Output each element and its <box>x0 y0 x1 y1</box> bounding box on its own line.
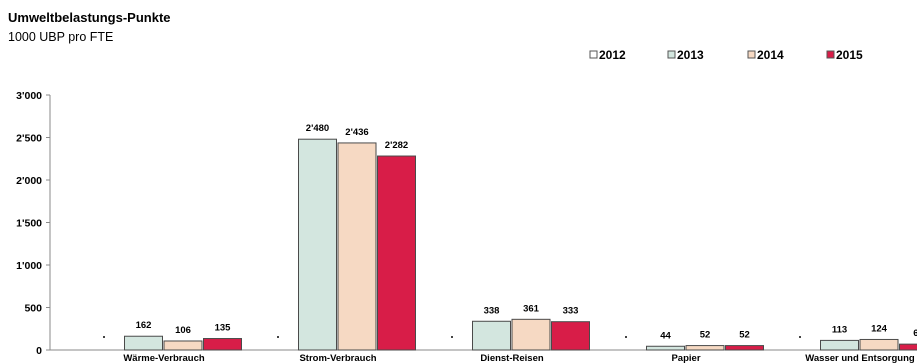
data-label: 2'480 <box>306 123 329 134</box>
data-label: 52 <box>739 330 750 341</box>
legend-swatch-2013 <box>667 50 676 59</box>
chart-subtitle: 1000 UBP pro FTE <box>8 30 113 44</box>
category-label: Wärme-Verbrauch <box>123 353 205 364</box>
plot-area: 162 106 135 Wärme-Verbrauch 2'480 2'436 2'282 S… <box>103 123 917 364</box>
data-label: 106 <box>175 325 191 336</box>
y-axis: 0 500 1'000 1'500 2'000 2'500 3'000 <box>16 90 917 357</box>
data-label: 333 <box>563 306 579 317</box>
bar-2015-4 <box>899 343 917 351</box>
y-tick-label: 0 <box>36 345 42 357</box>
y-tick-label: 500 <box>24 303 42 315</box>
bar-placeholder-2012 <box>451 336 453 338</box>
y-tick-label: 2'000 <box>16 175 42 187</box>
bar-2015-2 <box>551 321 590 351</box>
legend-swatch-2014 <box>747 50 756 59</box>
y-tick-label: 3'000 <box>16 90 42 102</box>
bar-2013-0 <box>124 335 163 351</box>
y-tick-label: 1'500 <box>16 218 42 230</box>
bar-2015-0 <box>203 338 242 351</box>
legend-label-2015: 2015 <box>836 48 863 62</box>
y-tick-label: 2'500 <box>16 133 42 145</box>
data-label: 52 <box>700 330 711 341</box>
legend-label-2013: 2013 <box>677 48 704 62</box>
data-label: 2'282 <box>385 140 408 151</box>
bar-placeholder-2012 <box>799 336 801 338</box>
data-label: 69 <box>913 328 917 339</box>
category-label: Wasser und Entsorgung <box>805 353 915 364</box>
bar-2014-3 <box>685 345 725 351</box>
data-label: 135 <box>215 323 232 334</box>
data-label: 44 <box>660 330 671 341</box>
bar-placeholder-2012 <box>277 336 279 338</box>
chart-title: Umweltbelastungs-Punkte <box>8 10 171 25</box>
bar-2013-3 <box>646 345 685 351</box>
legend-swatch-2012 <box>589 50 598 59</box>
legend: 2012 2013 2014 2015 <box>589 48 863 62</box>
legend-label-2012: 2012 <box>599 48 626 62</box>
bar-2014-2 <box>511 318 551 351</box>
y-tick-label: 1'000 <box>16 260 42 272</box>
category-label: Strom-Verbrauch <box>299 353 376 364</box>
bar-placeholder-2012 <box>625 336 627 338</box>
data-label: 124 <box>871 323 888 334</box>
category-label: Papier <box>671 353 700 364</box>
bar-2014-4 <box>859 338 899 351</box>
legend-swatch-2015 <box>826 50 835 59</box>
bar-2014-0 <box>163 340 203 351</box>
bar-2013-4 <box>820 339 859 351</box>
bar-2013-2 <box>472 320 511 351</box>
data-label: 338 <box>484 305 500 316</box>
bar-2013-1 <box>298 138 337 351</box>
bar-2015-3 <box>725 345 764 351</box>
legend-label-2014: 2014 <box>757 48 784 62</box>
bar-2014-1 <box>337 142 377 351</box>
data-label: 361 <box>523 303 540 314</box>
bar-placeholder-2012 <box>103 336 105 338</box>
data-label: 113 <box>832 324 847 335</box>
category-label: Dienst-Reisen <box>480 353 544 364</box>
bar-2015-1 <box>377 155 416 351</box>
data-label: 162 <box>136 320 152 331</box>
data-label: 2'436 <box>345 127 368 138</box>
